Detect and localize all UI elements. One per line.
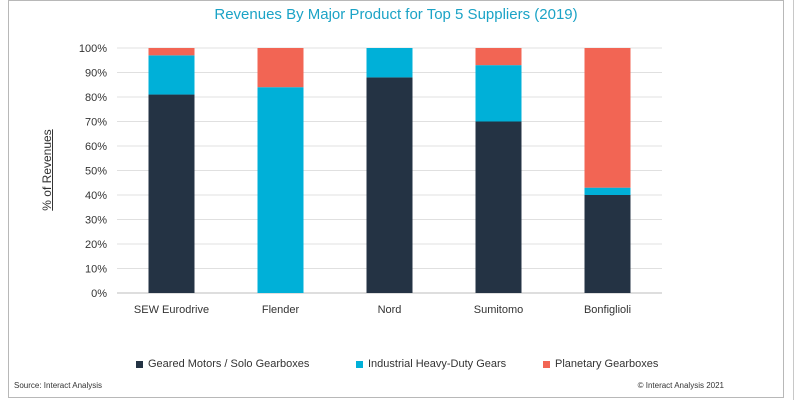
chart-title: Revenues By Major Product for Top 5 Supp…	[214, 6, 578, 23]
source-note: Source: Interact Analysis	[14, 381, 103, 390]
bar-segment-bonfiglioli-0	[584, 195, 631, 293]
y-tick-label: 50%	[85, 166, 107, 178]
window-edge-line	[793, 0, 794, 400]
legend-label: Planetary Gearboxes	[555, 358, 659, 370]
bar-segment-nord-0	[366, 77, 413, 294]
bar-segment-sew-eurodrive-2	[148, 48, 195, 56]
y-tick-label: 60%	[85, 141, 107, 153]
y-tick-label: 10%	[85, 264, 107, 276]
y-tick-label: 40%	[85, 190, 107, 202]
x-tick-label: Bonfiglioli	[584, 304, 631, 316]
bar-segment-nord-1	[366, 48, 413, 78]
bar-segment-sumitomo-0	[475, 121, 522, 293]
y-tick-label: 30%	[85, 215, 107, 227]
x-tick-label: Nord	[378, 304, 402, 316]
bar-segment-sew-eurodrive-0	[148, 94, 195, 293]
legend-swatch	[136, 360, 143, 368]
legend-label: Industrial Heavy-Duty Gears	[368, 358, 507, 370]
legend-item-geared: Geared Motors / Solo Gearboxes	[136, 358, 309, 370]
y-tick-label: 90%	[85, 68, 107, 80]
x-tick-label: Flender	[262, 304, 300, 316]
y-tick-label: 0%	[91, 288, 107, 300]
legend-label: Geared Motors / Solo Gearboxes	[148, 358, 310, 370]
x-tick-label: SEW Eurodrive	[134, 304, 209, 316]
legend-item-planetary: Planetary Gearboxes	[543, 358, 658, 370]
y-tick-label: 20%	[85, 239, 107, 251]
copyright-note: © Interact Analysis 2021	[637, 381, 724, 390]
y-tick-label: 80%	[85, 92, 107, 104]
bar-segment-sumitomo-2	[475, 48, 522, 66]
bar-segment-bonfiglioli-1	[584, 187, 631, 195]
bar-segment-sew-eurodrive-1	[148, 55, 195, 95]
bar-segment-bonfiglioli-2	[584, 48, 631, 188]
bar-segment-sumitomo-1	[475, 65, 522, 122]
legend-swatch	[356, 360, 363, 368]
x-tick-label: Sumitomo	[474, 304, 524, 316]
legend-item-industrial: Industrial Heavy-Duty Gears	[356, 358, 506, 370]
y-tick-label: 70%	[85, 117, 107, 129]
bar-segment-flender-2	[257, 48, 304, 88]
legend: Geared Motors / Solo Gearboxes Industria…	[8, 358, 784, 374]
y-tick-label: 100%	[79, 43, 107, 55]
legend-swatch	[543, 360, 550, 368]
bar-segment-flender-1	[257, 87, 304, 293]
